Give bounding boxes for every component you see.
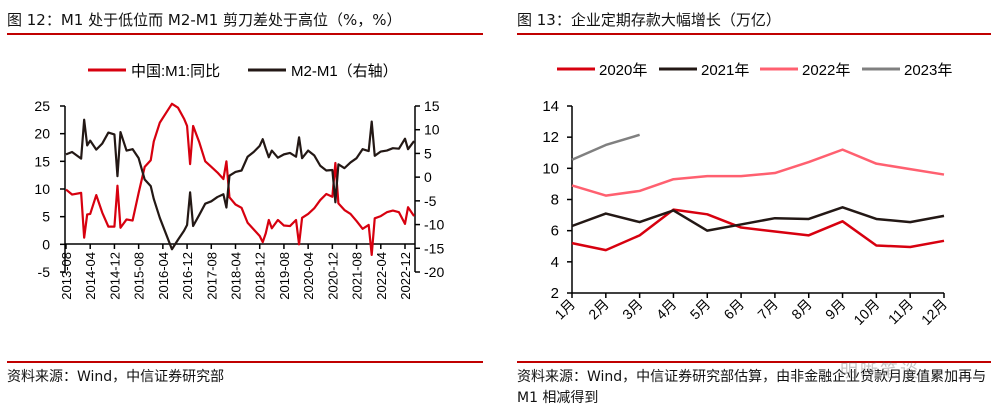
x-tick-label: 2022-12	[398, 252, 413, 300]
source-note-right: 资料来源：Wind，中信证券研究部估算，由非金融企业贷款月度值累加再与 M1 相…	[517, 369, 987, 406]
y-tick-label: 10	[542, 160, 559, 177]
x-tick-label: 6月	[720, 296, 747, 323]
y-tick-label: 2	[551, 285, 559, 302]
x-tick-label: 12月	[918, 296, 950, 328]
legend-label-1: 2021年	[701, 62, 749, 79]
legend-label-0: 2020年	[599, 62, 647, 79]
right-y-tick-label: -5	[424, 193, 437, 209]
legend-label-3: 2023年	[904, 62, 952, 79]
chart-title-right: 图 13：企业定期存款大幅增长（万亿）	[517, 11, 781, 29]
right-y-tick-label: 5	[424, 145, 432, 161]
x-tick-label: 2017-08	[204, 252, 219, 300]
x-tick-label: 2016-12	[180, 252, 195, 300]
series-line-m1-yoy	[65, 102, 415, 256]
x-tick-label: 2016-04	[156, 252, 171, 300]
x-tick-label: 2018-12	[253, 252, 268, 300]
left-y-tick-label: 5	[42, 209, 50, 225]
x-tick-label: 2014-04	[83, 252, 98, 300]
watermark: 明晰笔谈	[840, 361, 920, 382]
source-divider-left	[7, 361, 483, 363]
left-y-tick-label: 15	[34, 153, 50, 169]
left-y-tick-label: -5	[38, 264, 51, 280]
right-y-tick-label: -10	[424, 217, 444, 233]
title-divider-right	[517, 33, 991, 35]
left-y-tick-label: 20	[34, 126, 50, 142]
x-tick-label: 2020-12	[325, 252, 340, 300]
x-tick-label: 11月	[885, 296, 916, 327]
x-tick-label: 3月	[619, 296, 646, 323]
x-tick-label: 8月	[788, 296, 815, 323]
x-tick-label: 2月	[585, 296, 612, 323]
y-tick-label: 6	[551, 223, 559, 240]
series-line-2020年	[571, 208, 945, 252]
x-tick-label: 9月	[822, 296, 849, 323]
x-tick-label: 2021-08	[350, 252, 365, 300]
y-tick-label: 14	[542, 98, 559, 115]
legend-label-2: 2022年	[802, 62, 850, 79]
right-y-tick-label: 10	[424, 122, 440, 138]
right-y-tick-label: 0	[424, 169, 432, 185]
chart-title-left: 图 12：M1 处于低位而 M2-M1 剪刀差处于高位（%，%）	[7, 11, 402, 29]
x-tick-label: 2015-08	[132, 252, 147, 300]
x-tick-label: 2014-12	[107, 252, 122, 300]
series-line-m2-m1-spread	[65, 118, 415, 251]
source-note-left: 资料来源：Wind，中信证券研究部	[7, 369, 225, 385]
legend-label-1: M2-M1（右轴）	[291, 63, 398, 80]
y-tick-label: 4	[551, 254, 559, 271]
y-tick-label: 12	[542, 129, 559, 146]
legend-label-0: 中国:M1:同比	[131, 63, 220, 80]
series-line-2021年	[571, 206, 945, 232]
x-tick-label: 2018-04	[229, 252, 244, 300]
x-tick-label: 7月	[754, 296, 781, 323]
x-tick-label: 2022-04	[374, 252, 389, 300]
left-y-tick-label: 25	[34, 98, 50, 114]
x-tick-label: 2013-08	[59, 252, 74, 300]
title-divider-left	[7, 33, 483, 35]
y-tick-label: 8	[551, 192, 559, 209]
series-line-2023年	[571, 133, 640, 161]
source-divider-right	[517, 361, 991, 363]
x-tick-label: 2020-04	[301, 252, 316, 300]
left-y-tick-label: 10	[34, 181, 50, 197]
series-line-2022年	[571, 148, 945, 197]
right-y-tick-label: -20	[424, 264, 444, 280]
left-y-tick-label: 0	[42, 236, 50, 252]
right-y-tick-label: 15	[424, 98, 440, 114]
x-tick-label: 4月	[653, 296, 680, 323]
x-tick-label: 5月	[687, 296, 714, 323]
right-y-tick-label: -15	[424, 240, 444, 256]
x-tick-label: 10月	[850, 296, 882, 328]
x-tick-label: 2019-08	[277, 252, 292, 300]
